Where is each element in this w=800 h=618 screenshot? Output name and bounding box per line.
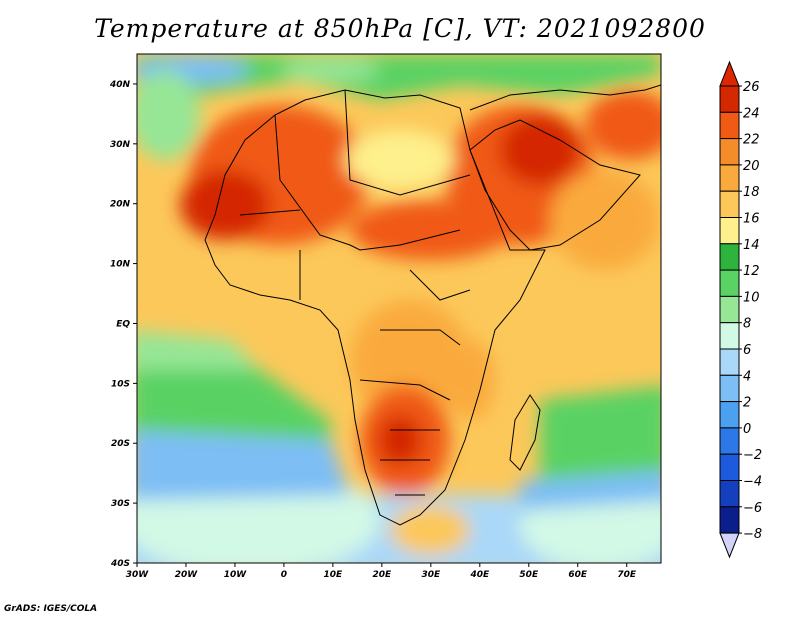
colorbar-label: 8: [743, 317, 751, 332]
colorbar-label: −8: [743, 527, 762, 542]
colorbar-label: 24: [743, 106, 760, 121]
colorbar-swatch: [719, 190, 740, 218]
colorbar-label: 10: [743, 290, 760, 305]
lat-tick-label: 10N: [110, 260, 131, 270]
lat-tick-label: 20S: [111, 439, 130, 449]
lon-tick-label: 20E: [373, 570, 393, 580]
colorbar-swatch: [719, 374, 740, 403]
colorbar-swatch: [719, 138, 740, 166]
colorbar-label: 20: [743, 159, 760, 174]
lat-tick-label: 40S: [110, 559, 130, 569]
colorbar-label: 12: [743, 264, 760, 279]
colorbar-swatch: [719, 269, 740, 297]
colorbar-swatch: [719, 427, 740, 455]
colorbar-label: 16: [743, 212, 760, 227]
lat-tick-label: 30N: [110, 140, 131, 150]
colorbar-swatch: [719, 322, 740, 350]
lon-tick-label: 20W: [175, 570, 199, 580]
lon-tick-label: 60E: [568, 570, 588, 580]
lat-tick-label: 10S: [111, 379, 130, 389]
colorbar-swatch: [719, 506, 740, 534]
coastlines: [204, 84, 661, 526]
lon-tick-label: 0: [281, 570, 287, 580]
colorbar-label: 4: [743, 369, 751, 384]
colorbar-label: 26: [743, 80, 760, 95]
plot-frame: [136, 53, 662, 564]
colorbar-swatch: [719, 480, 740, 508]
lon-tick-label: 30W: [126, 570, 150, 580]
lat-tick-label: 30S: [111, 499, 130, 509]
colorbar-swatch: [719, 453, 740, 482]
lon-tick-label: 70E: [617, 570, 637, 580]
lat-tick-label: EQ: [116, 319, 130, 329]
temperature-field: [137, 54, 661, 563]
chart-title: Temperature at 850hPa [C], VT: 202109280…: [94, 14, 706, 43]
colorbar-label: 2: [743, 396, 751, 411]
colorbar-swatch: [719, 243, 740, 271]
colorbar-label: 14: [743, 238, 760, 253]
colorbar-label: 0: [743, 422, 751, 437]
lat-tick-label: 20N: [110, 200, 131, 210]
colorbar-label: 6: [743, 343, 751, 358]
colorbar-swatch: [719, 217, 740, 245]
lon-tick-label: 50E: [519, 570, 539, 580]
colorbar-bottom-triangle: [719, 532, 740, 559]
colorbar-swatch: [719, 295, 740, 324]
colorbar-swatch: [719, 164, 740, 192]
lon-tick-label: 10W: [224, 570, 248, 580]
colorbar-label: −4: [743, 475, 762, 490]
colorbar-swatch: [719, 85, 740, 113]
colorbar-swatch: [719, 111, 740, 140]
colorbar-swatch: [719, 401, 740, 429]
longitude-axis: 30W 20W 10W 0 10E 20E 30E 40E 50E 60E 70E: [126, 563, 637, 580]
colorbar-label: −2: [743, 448, 762, 463]
lat-tick-label: 40N: [109, 80, 131, 90]
lon-tick-label: 10E: [324, 570, 344, 580]
lon-tick-label: 40E: [469, 570, 490, 580]
lon-tick-label: 30E: [421, 570, 441, 580]
colorbar-label: 22: [743, 133, 760, 148]
latitude-axis: 40N 30N 20N 10N EQ 10S 20S 30S 40S: [109, 80, 137, 569]
colorbar-label: −6: [743, 501, 762, 516]
colorbar-label: 18: [743, 185, 760, 200]
colorbar-top-triangle: [719, 60, 740, 87]
grads-credit: GrADS: IGES/COLA: [4, 604, 98, 614]
colorbar-swatch: [719, 348, 740, 376]
